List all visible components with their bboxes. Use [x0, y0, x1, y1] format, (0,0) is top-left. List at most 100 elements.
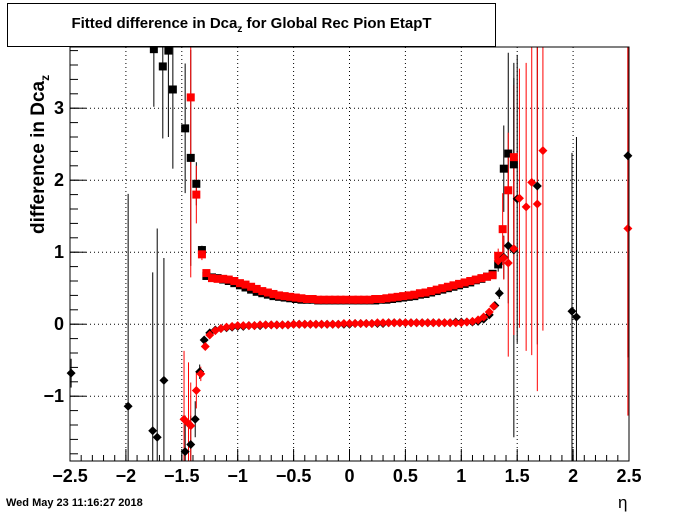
square-marker — [230, 277, 239, 285]
diamond-marker — [521, 202, 531, 212]
diamond-marker — [186, 421, 196, 431]
square-marker — [488, 271, 497, 280]
y-tick-label: 2 — [54, 170, 64, 190]
diamond-marker — [305, 319, 315, 329]
square-marker — [314, 295, 323, 304]
square-marker — [438, 284, 447, 293]
square-marker — [387, 293, 396, 302]
x-tick-labels: −2.5 −2 −1.5 −1 −0.5 0 0.5 1 1.5 2 2.5 — [52, 466, 641, 486]
square-marker — [197, 246, 206, 255]
x-tick-label: −1.5 — [164, 466, 200, 486]
square-marker — [207, 274, 216, 283]
x-tick-label: 1.5 — [505, 466, 530, 486]
diamond-marker — [571, 312, 581, 322]
square-marker — [415, 289, 424, 298]
diamond-marker — [196, 369, 206, 379]
y-tick-label: 1 — [54, 242, 64, 262]
x-tick-label: 0.5 — [393, 466, 418, 486]
data-markers — [66, 45, 633, 457]
diamond-marker — [623, 151, 633, 161]
diamond-marker — [356, 318, 366, 328]
square-marker — [382, 294, 391, 303]
square-marker — [219, 274, 228, 283]
diamond-marker — [417, 318, 427, 328]
diamond-marker — [532, 199, 542, 209]
square-marker — [168, 85, 177, 94]
diamond-marker — [462, 317, 472, 327]
square-marker — [483, 272, 492, 281]
diamond-marker — [367, 318, 377, 328]
square-marker — [269, 289, 278, 298]
square-marker — [509, 153, 518, 162]
diamond-marker — [255, 320, 265, 330]
square-marker — [192, 190, 201, 199]
diamond-marker — [434, 318, 444, 328]
y-tick-labels: −1 0 1 2 3 — [43, 98, 64, 406]
diamond-marker — [222, 322, 232, 332]
square-marker — [325, 295, 334, 304]
diamond-marker — [190, 414, 200, 424]
square-marker — [186, 93, 195, 102]
title-box: Fitted difference in Dcaz for Global Rec… — [7, 3, 496, 47]
square-marker — [498, 225, 507, 234]
diamond-marker — [205, 330, 215, 340]
square-marker — [499, 164, 508, 173]
diamond-marker — [479, 312, 489, 322]
square-marker — [330, 295, 339, 304]
x-tick-label: 0 — [344, 466, 354, 486]
diamond-marker — [412, 318, 422, 328]
square-marker — [443, 282, 452, 291]
chart-title: Fitted difference in Dcaz for Global Rec… — [8, 15, 495, 35]
diamond-marker — [148, 426, 158, 436]
square-marker — [360, 295, 369, 304]
diamond-marker — [345, 318, 354, 328]
square-marker — [471, 275, 480, 284]
diamond-marker — [440, 318, 450, 328]
y-tick-label: 3 — [54, 98, 64, 118]
grid-lines — [70, 47, 629, 461]
diamond-marker — [66, 368, 76, 378]
square-marker — [348, 295, 357, 304]
diamond-marker — [503, 258, 513, 268]
chart-title-rest: for Global Rec Pion EtapT — [242, 15, 432, 32]
square-marker — [181, 124, 190, 133]
diamond-marker — [180, 447, 190, 457]
square-marker — [213, 274, 222, 283]
square-marker — [197, 250, 206, 259]
diamond-marker — [227, 321, 237, 331]
y-axis-label: difference in Dcaz — [28, 74, 52, 234]
square-marker — [376, 295, 385, 303]
square-marker — [371, 295, 380, 303]
square-marker — [192, 179, 201, 188]
diamond-marker — [333, 319, 343, 329]
x-tick-label: −2 — [116, 466, 137, 486]
square-marker — [247, 282, 256, 291]
diamond-marker — [532, 181, 542, 191]
square-marker — [297, 294, 306, 303]
square-marker — [336, 295, 345, 304]
square-marker — [393, 292, 402, 301]
diamond-marker — [428, 318, 438, 328]
square-marker — [365, 295, 374, 304]
diamond-marker — [277, 320, 287, 330]
square-marker — [241, 280, 250, 289]
square-marker — [421, 288, 430, 297]
square-marker — [235, 279, 244, 288]
square-marker — [509, 160, 518, 169]
y-tick-label: −1 — [43, 386, 64, 406]
chart-title-main: Fitted difference in Dca — [71, 15, 238, 32]
chart-title-subscript: z — [237, 24, 243, 35]
diamond-marker — [199, 335, 209, 345]
diamond-marker — [238, 321, 248, 331]
square-marker — [280, 292, 289, 301]
diamond-marker — [451, 318, 461, 328]
square-marker — [432, 285, 441, 294]
diamond-marker — [484, 307, 494, 317]
diamond-marker — [395, 318, 405, 328]
diamond-marker — [244, 321, 254, 331]
diamond-marker — [406, 318, 416, 328]
diamond-marker — [567, 306, 577, 316]
diamond-marker — [159, 375, 169, 385]
diamond-marker — [317, 319, 327, 329]
